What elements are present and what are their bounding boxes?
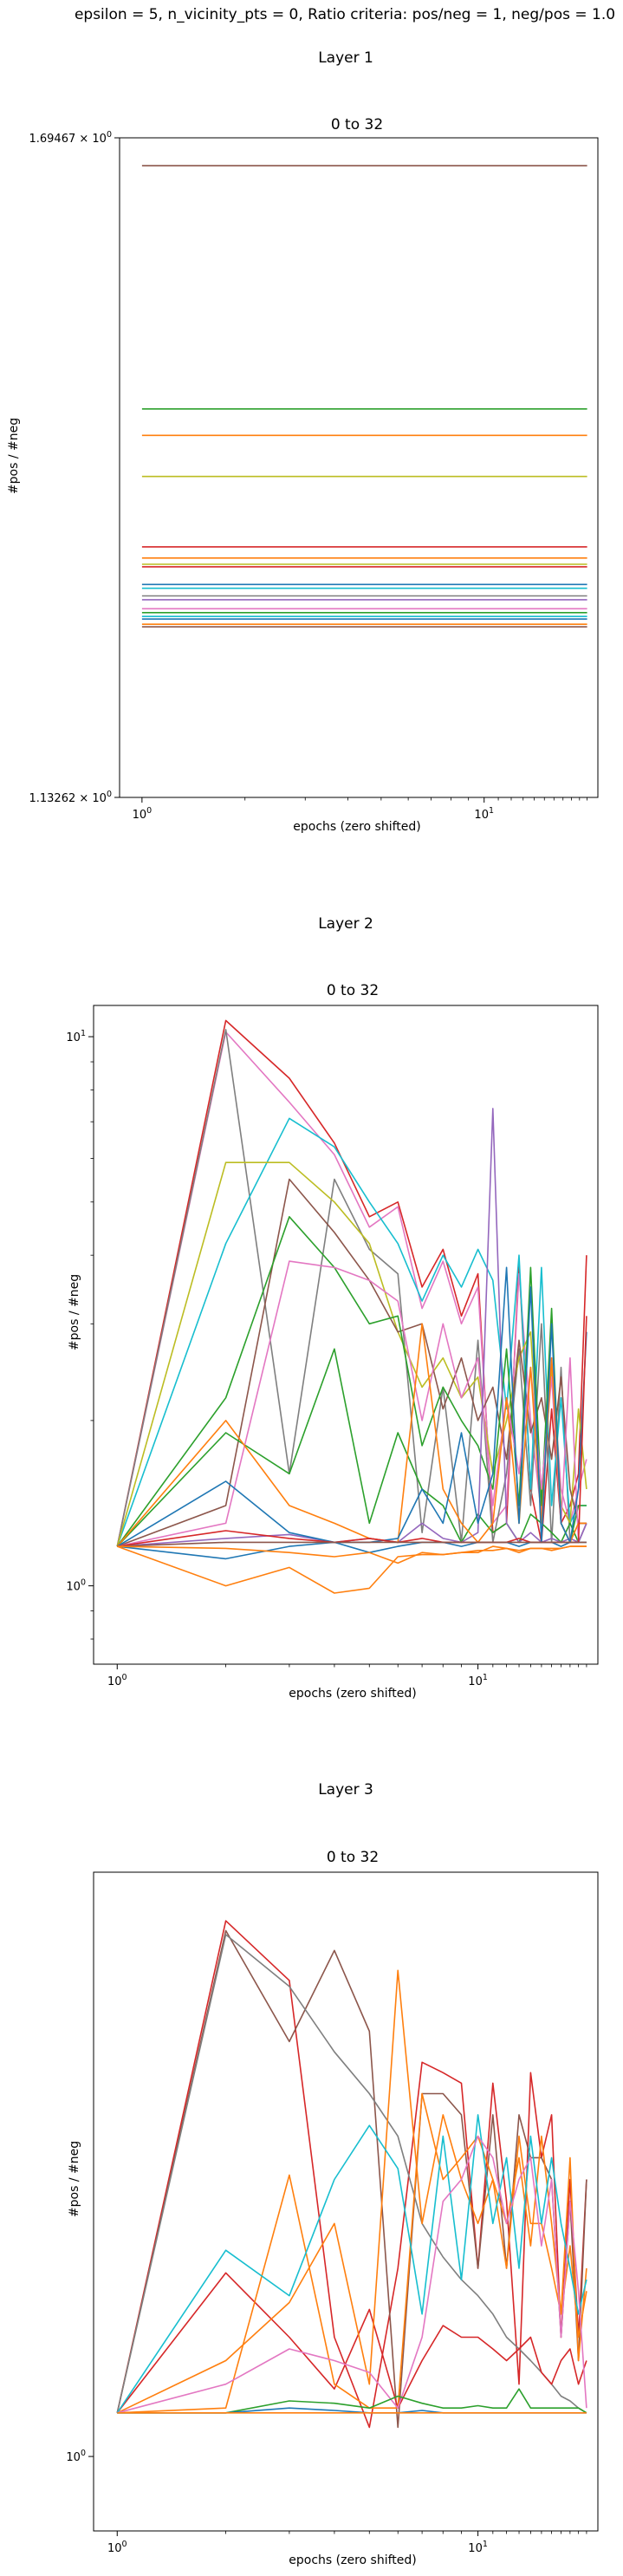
plot-frame-2 — [93, 1005, 599, 1665]
layer-3-title: Layer 3 — [318, 1781, 373, 1799]
series-line-3-6 — [117, 2092, 587, 2414]
plot-frame-3 — [93, 1871, 599, 2532]
series-line-3-9 — [117, 2388, 587, 2414]
series-line-2-4 — [116, 1117, 587, 1547]
layer-2-title: Layer 2 — [318, 915, 373, 933]
x-tick-label-3-2: 101 — [468, 2540, 488, 2555]
y-tick-label-2-2: 101 — [66, 1029, 86, 1044]
series-line-3-4 — [116, 2272, 587, 2414]
series-line-3-10 — [117, 2407, 587, 2414]
layer-1-title: Layer 1 — [318, 49, 373, 67]
layer-3-xlabel: epochs (zero shifted) — [289, 2553, 416, 2567]
layer-3-plot-title: 0 to 32 — [327, 1849, 379, 1866]
series-line-2-15 — [117, 1541, 587, 1547]
layer-2-xlabel: epochs (zero shifted) — [289, 1687, 416, 1701]
layer-1-plot-title: 0 to 32 — [331, 116, 383, 133]
x-tick-label-2-2: 101 — [468, 1673, 488, 1688]
layer-1-ylabel: #pos / #neg — [7, 418, 21, 494]
layer-3-panel: Layer 3 0 to 32 epochs (zero shifted) #p… — [66, 1781, 599, 2567]
layer-2-ylabel: #pos / #neg — [68, 1274, 81, 1350]
series-line-3-2 — [116, 1929, 587, 2429]
y-tick-label-1-2: 1.69467 × 100 — [29, 130, 112, 146]
series-line-2-17 — [117, 1545, 587, 1594]
layer-1-panel: Layer 1 0 to 32 epochs (zero shifted) #p… — [7, 49, 599, 834]
series-line-2-6 — [117, 1178, 587, 1547]
series-line-3-3 — [116, 1934, 587, 2414]
x-tick-label-1-1: 100 — [133, 806, 153, 822]
layer-1-xlabel: epochs (zero shifted) — [293, 820, 420, 834]
x-tick-label-3-1: 100 — [107, 2540, 127, 2555]
y-tick-label-2-1: 100 — [66, 1578, 86, 1594]
x-tick-label-1-2: 101 — [474, 806, 494, 822]
series-line-3-8 — [117, 2135, 587, 2414]
y-tick-label-3-1: 100 — [66, 2449, 86, 2464]
suptitle: epsilon = 5, n_vicinity_pts = 0, Ratio c… — [75, 6, 615, 23]
plot-frame-1 — [119, 137, 599, 798]
layer-3-ylabel: #pos / #neg — [68, 2141, 81, 2217]
y-tick-label-1-1: 1.13262 × 100 — [29, 790, 112, 805]
series-line-3-7 — [116, 2114, 587, 2414]
x-tick-label-2-1: 100 — [107, 1673, 127, 1688]
series-line-2-8 — [116, 1348, 587, 1547]
layer-2-plot-title: 0 to 32 — [327, 982, 379, 999]
layer-2-panel: Layer 2 0 to 32 epochs (zero shifted) #p… — [66, 915, 599, 1701]
